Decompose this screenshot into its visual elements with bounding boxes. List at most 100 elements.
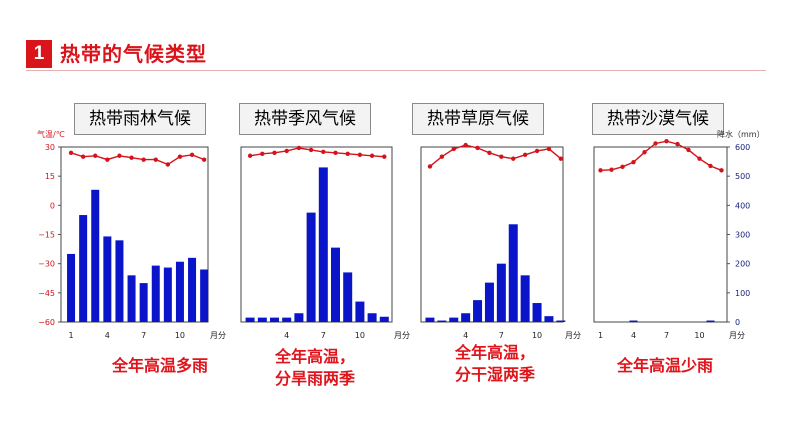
temperature-point-jan bbox=[68, 150, 74, 156]
temperature-point-jun bbox=[653, 141, 658, 146]
temperature-point-jan bbox=[598, 168, 603, 173]
temperature-point-mar bbox=[272, 150, 277, 156]
bar-jul bbox=[496, 263, 506, 322]
caption-rainforest: 全年高温多雨 bbox=[80, 355, 240, 377]
temperature-point-dec bbox=[201, 157, 207, 162]
temperature-point-nov bbox=[708, 163, 713, 169]
temperature-point-apr bbox=[631, 159, 636, 165]
bar-apr bbox=[282, 317, 292, 322]
bar-dec bbox=[556, 320, 566, 322]
temperature-point-jul bbox=[664, 138, 669, 144]
caption-line: 分旱雨两季 bbox=[274, 369, 355, 388]
temperature-point-aug bbox=[675, 141, 680, 147]
temperature-line bbox=[429, 144, 562, 167]
temperature-point-jun bbox=[129, 155, 134, 160]
x-tick-label: 4 bbox=[284, 331, 289, 340]
bar-jan bbox=[425, 317, 435, 322]
temperature-point-jul bbox=[321, 149, 326, 155]
bar-jun bbox=[306, 212, 316, 322]
y-tick-label-temp: 30 bbox=[45, 143, 55, 152]
temperature-point-oct bbox=[697, 156, 702, 161]
x-axis-unit-label: 月分 bbox=[729, 331, 745, 340]
bar-apr bbox=[461, 313, 471, 322]
bar-may bbox=[294, 313, 304, 322]
temperature-point-mar bbox=[620, 164, 625, 170]
x-tick-label: 4 bbox=[105, 331, 110, 340]
section-number-badge: 1 bbox=[26, 40, 52, 68]
bar-sep bbox=[343, 272, 353, 322]
temperature-point-feb bbox=[80, 154, 86, 159]
x-axis-unit-label: 月分 bbox=[210, 331, 226, 340]
temperature-point-sep bbox=[165, 162, 171, 167]
temperature-point-sep bbox=[686, 147, 691, 153]
bar-oct bbox=[532, 303, 542, 322]
bar-jul bbox=[139, 283, 148, 322]
bar-aug bbox=[151, 265, 160, 322]
y-axis-title-precipitation: 降水（mm） bbox=[717, 129, 765, 139]
y-tick-label-precip: 400 bbox=[735, 201, 750, 210]
bar-nov bbox=[706, 320, 715, 322]
y-tick-label-temp: 0 bbox=[50, 201, 55, 210]
temperature-point-oct bbox=[534, 148, 540, 154]
bar-apr bbox=[629, 320, 638, 322]
bar-jun bbox=[484, 282, 494, 322]
temperature-point-jun bbox=[308, 147, 314, 153]
temperature-point-jan bbox=[247, 153, 253, 158]
chart-title-rainforest: 热带雨林气候 bbox=[74, 103, 206, 135]
bar-mar bbox=[270, 317, 279, 322]
bar-mar bbox=[449, 317, 459, 322]
bar-aug bbox=[508, 224, 518, 322]
bar-nov bbox=[188, 257, 197, 322]
x-tick-label: 10 bbox=[355, 331, 365, 340]
temperature-line bbox=[600, 140, 722, 171]
bar-oct bbox=[355, 301, 365, 322]
temperature-point-jun bbox=[487, 150, 492, 156]
caption-line: 全年高温少雨 bbox=[616, 356, 713, 375]
x-tick-label: 10 bbox=[175, 331, 185, 340]
x-tick-label: 10 bbox=[532, 331, 542, 340]
temperature-point-sep bbox=[522, 152, 528, 157]
temperature-point-nov bbox=[369, 153, 375, 158]
temperature-point-sep bbox=[345, 151, 350, 157]
caption-monsoon: 全年高温， 分旱雨两季 bbox=[250, 346, 380, 390]
bar-jan bbox=[67, 253, 76, 322]
x-tick-label: 7 bbox=[664, 331, 669, 340]
bar-sep bbox=[520, 275, 530, 322]
temperature-line bbox=[70, 152, 205, 166]
temperature-point-apr bbox=[284, 148, 289, 154]
temperature-point-nov bbox=[189, 152, 195, 157]
temperature-point-feb bbox=[609, 167, 614, 172]
y-tick-label-temp: −30 bbox=[38, 260, 55, 269]
y-tick-label-precip: 100 bbox=[735, 289, 750, 298]
y-axis-title-temperature: 气温/℃ bbox=[37, 129, 65, 139]
temperature-point-may bbox=[642, 150, 647, 155]
y-tick-label-temp: −60 bbox=[38, 318, 55, 327]
caption-line: 全年高温， bbox=[274, 347, 355, 366]
caption-savanna: 全年高温， 分干湿两季 bbox=[430, 342, 560, 386]
bar-dec bbox=[200, 269, 209, 322]
plot-frame bbox=[240, 146, 393, 323]
chart-title-monsoon: 热带季风气候 bbox=[239, 103, 371, 135]
x-tick-label: 7 bbox=[321, 331, 326, 340]
temperature-point-may bbox=[296, 145, 302, 151]
temperature-point-mar bbox=[451, 146, 456, 152]
caption-line: 全年高温多雨 bbox=[111, 356, 208, 375]
title-divider bbox=[26, 70, 766, 71]
bar-sep bbox=[163, 267, 172, 322]
temperature-point-feb bbox=[260, 151, 265, 157]
y-tick-label-precip: 600 bbox=[735, 143, 750, 152]
temperature-point-jan bbox=[427, 164, 433, 169]
temperature-point-may bbox=[475, 145, 480, 151]
x-tick-label: 1 bbox=[69, 331, 74, 340]
bar-jul bbox=[318, 167, 328, 322]
y-tick-label-precip: 200 bbox=[735, 260, 750, 269]
x-axis-unit-label: 月分 bbox=[394, 331, 410, 340]
bar-jan bbox=[245, 317, 255, 322]
bar-nov bbox=[544, 316, 554, 322]
temperature-point-mar bbox=[93, 153, 98, 158]
x-tick-label: 7 bbox=[141, 331, 146, 340]
bar-apr bbox=[103, 236, 112, 322]
caption-line: 分干湿两季 bbox=[454, 365, 535, 384]
temperature-point-jul bbox=[499, 154, 504, 159]
bar-nov bbox=[367, 313, 377, 322]
